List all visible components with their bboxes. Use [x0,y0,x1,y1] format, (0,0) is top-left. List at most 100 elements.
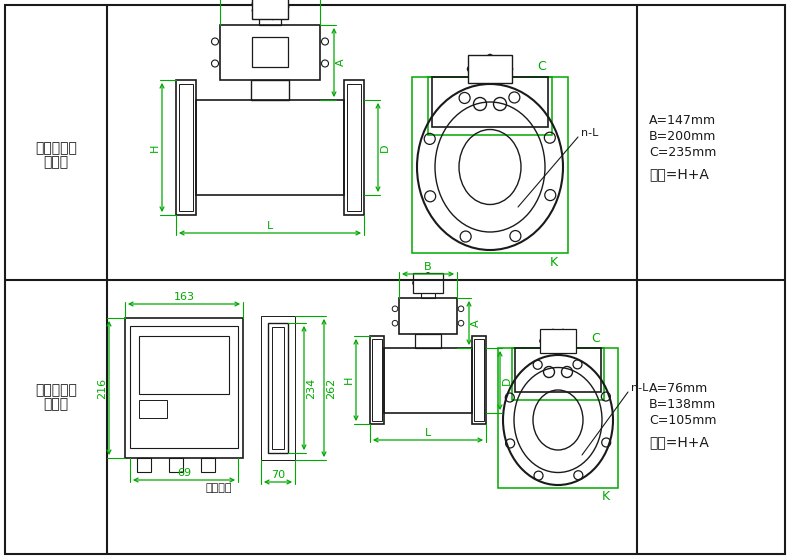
Text: 69: 69 [177,468,191,478]
Circle shape [551,329,555,334]
Text: 216: 216 [97,377,107,399]
Circle shape [435,286,440,291]
Bar [169,458,183,472]
Bar [268,323,288,453]
Circle shape [560,348,566,353]
Text: B=200mm: B=200mm [649,130,717,143]
Circle shape [569,333,574,338]
Bar [252,0,288,19]
Circle shape [487,54,493,60]
Text: H: H [344,376,354,384]
Text: 163: 163 [174,292,194,302]
Bar [421,290,435,298]
Bar [415,334,441,348]
Text: 电磁流量计: 电磁流量计 [35,141,77,155]
Circle shape [467,66,473,72]
Text: 一体型: 一体型 [43,155,69,169]
Text: 总高=H+A: 总高=H+A [649,435,709,449]
Circle shape [477,77,483,82]
Bar [196,100,344,195]
Circle shape [269,14,276,20]
Bar [251,80,289,100]
Text: K: K [602,490,610,504]
Bar [474,339,484,421]
Bar [432,77,548,127]
Circle shape [279,0,285,3]
Text: A=76mm: A=76mm [649,381,709,395]
Text: D: D [380,143,390,151]
Circle shape [543,333,547,338]
Text: 分体型: 分体型 [43,397,69,411]
Circle shape [416,286,421,291]
Text: B: B [424,262,432,272]
Circle shape [497,77,503,82]
Circle shape [543,344,547,349]
Circle shape [507,66,513,72]
Bar [344,80,364,215]
Text: A=147mm: A=147mm [649,113,716,126]
Bar [261,316,295,460]
Text: C: C [538,60,547,73]
Bar [372,339,382,421]
Text: 分体表头: 分体表头 [205,483,232,493]
Circle shape [259,0,265,1]
Text: K: K [550,255,558,268]
Circle shape [412,281,417,286]
Circle shape [470,60,476,66]
Circle shape [426,272,431,277]
Circle shape [470,72,476,78]
Bar [259,15,281,25]
Circle shape [540,339,544,343]
Bar [399,298,457,334]
Bar [370,336,384,424]
Bar [472,336,486,424]
Text: C=235mm: C=235mm [649,145,717,159]
Circle shape [551,348,555,353]
Text: 总高=H+A: 总高=H+A [649,167,709,181]
Text: C: C [592,331,600,344]
Circle shape [497,55,503,61]
Text: H: H [150,143,160,151]
Circle shape [252,7,258,13]
Bar [347,84,361,211]
Bar [512,348,604,400]
Circle shape [283,4,289,10]
Circle shape [487,78,493,84]
Circle shape [569,344,574,349]
Bar [413,273,443,293]
Circle shape [279,11,285,16]
Bar [220,25,320,80]
Text: n-L: n-L [581,128,598,138]
Text: 70: 70 [271,470,285,480]
Circle shape [571,339,577,343]
Bar [139,400,167,418]
Bar [130,326,238,448]
Bar [176,80,196,215]
Circle shape [477,55,483,61]
Bar [384,348,472,413]
Circle shape [426,288,431,293]
Circle shape [560,329,566,334]
Text: C=105mm: C=105mm [649,414,717,427]
Bar [139,336,229,394]
Text: n-L: n-L [631,383,649,393]
Text: 234: 234 [306,377,316,399]
Bar [468,55,512,83]
Circle shape [252,1,258,7]
Bar [428,77,552,135]
Bar [412,77,568,253]
Text: B=138mm: B=138mm [649,397,717,410]
Bar [252,37,288,67]
Bar [498,348,618,488]
Text: D: D [502,376,512,385]
Circle shape [259,13,265,18]
Circle shape [504,72,510,78]
Bar [179,84,193,211]
Text: 电磁流量计: 电磁流量计 [35,383,77,397]
Text: A: A [336,59,346,67]
Bar [272,327,284,449]
Circle shape [438,281,443,286]
Bar [137,458,151,472]
Circle shape [435,275,440,280]
Text: L: L [267,221,273,231]
